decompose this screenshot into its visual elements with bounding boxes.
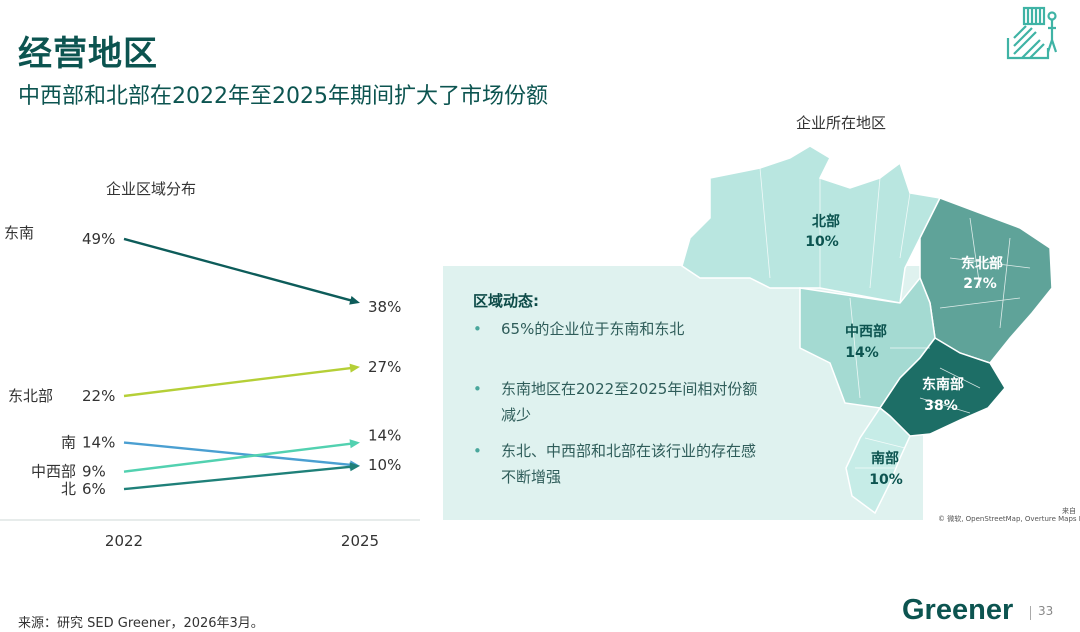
bullet-dot: • — [473, 442, 482, 460]
data-label-2022: 6% — [82, 480, 106, 498]
series-name: 东北部 — [8, 387, 53, 405]
map-region-south — [845, 406, 911, 515]
bullet-dot: • — [473, 380, 482, 398]
map-label-north-value: 10% — [805, 234, 839, 250]
series-line — [123, 442, 355, 473]
map-credit-source: 来自 — [1062, 507, 1076, 515]
page-separator — [1030, 606, 1031, 620]
series-3: 中西部 9% 14% — [31, 427, 401, 481]
map-credit: © 微软, OpenStreetMap, Overture Maps Fund — [938, 515, 1080, 523]
map-label-southeast-name: 东南部 — [922, 376, 964, 393]
map-label-centerwest-value: 14% — [845, 345, 879, 361]
series-line — [123, 366, 355, 398]
page-subtitle: 中西部和北部在2022年至2025年期间扩大了市场份额 — [18, 84, 548, 109]
map-region-southeast — [878, 337, 1006, 437]
greener-building-icon — [1006, 6, 1058, 60]
series-arrowhead — [349, 363, 360, 373]
map-label-northeast-value: 27% — [963, 276, 997, 292]
series-4: 北 6% — [61, 462, 360, 498]
data-label-2022: 14% — [82, 434, 115, 452]
insight-bullet-text: 东北、中西部和北部在该行业的存在感不断增强 — [501, 442, 757, 486]
insight-bullet-text: 东南地区在2022至2025年间相对份额减少 — [501, 380, 758, 424]
map-title: 企业所在地区 — [796, 114, 887, 132]
series-name: 北 — [61, 480, 76, 498]
series-name: 南 — [61, 434, 76, 452]
series-line — [123, 465, 355, 491]
data-label-2025: 14% — [368, 427, 401, 445]
insight-bullet-text: 65%的企业位于东南和东北 — [501, 320, 685, 338]
data-label-2022: 9% — [82, 463, 106, 481]
series-name: 东南 — [4, 224, 34, 242]
series-arrowhead — [349, 462, 360, 472]
x-tick-label: 2022 — [105, 532, 143, 550]
insight-bullet: • 东南地区在2022至2025年间相对份额减少 — [473, 376, 769, 428]
data-label-2025: 10% — [368, 456, 401, 474]
slope-chart: 东南 49% 38% 东北部 22% 27% 南 14% 10% 中西部 9% 14% 北 6% 2022 2… — [0, 224, 420, 550]
series-2: 南 14% 10% — [61, 434, 401, 474]
brand-logo: Greener — [902, 594, 1014, 626]
series-0: 东南 49% 38% — [4, 224, 401, 316]
page-number: 33 — [1038, 604, 1054, 618]
region-labels: 北部 10% 东北部 27% 中西部 14% 东南部 38% 南部 10% — [805, 213, 1003, 488]
data-label-2022: 22% — [82, 387, 115, 405]
x-tick-label: 2025 — [341, 532, 379, 550]
series-name: 中西部 — [31, 463, 76, 481]
data-label-2025: 38% — [368, 298, 401, 316]
insight-bullet: • 东北、中西部和北部在该行业的存在感不断增强 — [473, 438, 769, 490]
source-note: 来源：研究 SED Greener，2026年3月。 — [18, 616, 264, 631]
map-label-centerwest-name: 中西部 — [845, 323, 887, 340]
series-line — [123, 237, 355, 303]
map-region-north — [681, 145, 942, 304]
insight-bullet: • 65%的企业位于东南和东北 — [473, 316, 769, 342]
data-label-2022: 49% — [82, 230, 115, 248]
state-borders — [759, 167, 1031, 469]
series-1: 东北部 22% 27% — [8, 358, 401, 405]
bullet-dot: • — [473, 320, 482, 338]
map-label-north-name: 北部 — [812, 213, 840, 230]
map-label-south-value: 10% — [869, 472, 903, 488]
series-arrowhead — [349, 295, 360, 305]
map-label-southeast-value: 38% — [924, 398, 958, 414]
chart-title: 企业区域分布 — [106, 180, 197, 198]
insight-title: 区域动态: — [473, 292, 539, 310]
page-title: 经营地区 — [18, 34, 158, 74]
series-arrowhead — [349, 439, 360, 449]
map-label-south-name: 南部 — [871, 450, 899, 467]
data-label-2025: 27% — [368, 358, 401, 376]
series-line — [123, 441, 355, 467]
brazil-region-map: 北部 10% 东北部 27% 中西部 14% 东南部 38% 南部 10% — [681, 145, 1053, 515]
map-label-northeast-name: 东北部 — [961, 255, 1003, 272]
